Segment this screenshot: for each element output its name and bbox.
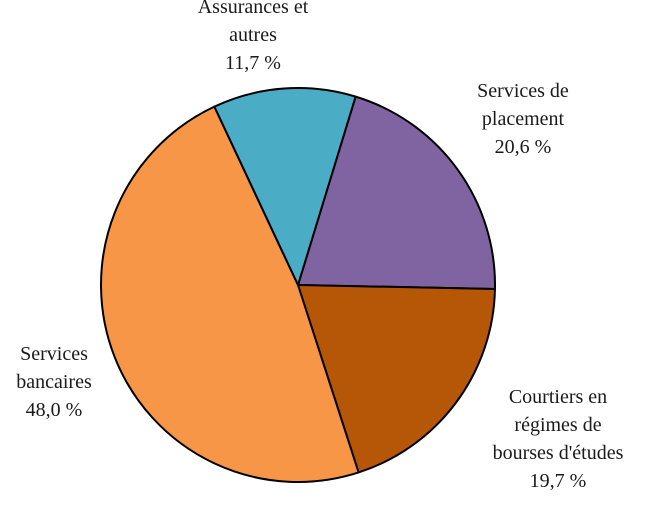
slice-label-3: Services bancaires 48,0 %: [16, 343, 92, 421]
slice-name-line: Services de: [477, 80, 569, 102]
slice-value-label: 20,6 %: [495, 136, 552, 158]
slice-value-label: 19,7 %: [530, 470, 587, 492]
slice-name-line: Services: [20, 343, 88, 365]
slice-value-label: 11,7 %: [225, 52, 281, 74]
slice-name-line: placement: [482, 108, 565, 130]
slice-label-2: Courtiers en régimes de bourses d'études 19…: [493, 386, 624, 492]
pie-slices: [100, 87, 496, 483]
pie-labels: Services de placement 20,6 % Courtiers en ré…: [16, 0, 623, 492]
pie-slice-1: [297, 95, 496, 290]
slice-label-1: Services de placement 20,6 %: [477, 80, 569, 158]
pie-slice-2: [297, 284, 496, 474]
slice-name-line: Assurances et: [198, 0, 309, 18]
slice-name-line: Courtiers en: [509, 386, 607, 408]
slice-name-line: bourses d'études: [493, 442, 624, 464]
pie-slice-3: [100, 105, 360, 483]
slice-name-line: bancaires: [16, 371, 92, 393]
pie-slice-4: [213, 87, 357, 286]
slice-name-line: autres: [229, 24, 277, 46]
slice-value-label: 48,0 %: [26, 399, 83, 421]
slice-name-line: régimes de: [514, 414, 601, 436]
slice-label-4: Assurances et autres 11,7 %: [198, 0, 309, 74]
